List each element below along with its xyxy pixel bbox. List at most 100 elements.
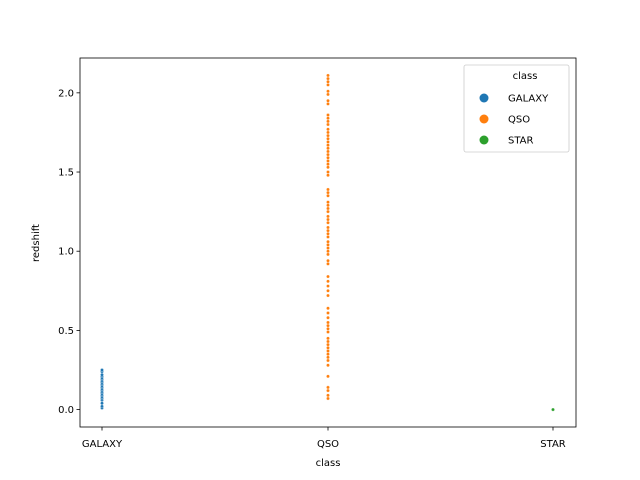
legend-marker-qso: [479, 114, 489, 124]
data-point-qso: [326, 200, 330, 204]
x-axis-title: class: [316, 458, 341, 469]
data-point-galaxy: [100, 404, 104, 409]
data-point-qso: [326, 228, 330, 233]
data-point-qso: [326, 214, 330, 219]
data-point-star: [551, 407, 555, 412]
data-point-qso: [326, 232, 330, 236]
data-point-qso: [326, 249, 330, 253]
data-point-qso: [326, 279, 330, 284]
data-point-qso: [326, 342, 330, 347]
data-point-qso: [326, 99, 330, 103]
data-point-qso: [326, 393, 330, 398]
data-point-qso: [326, 330, 330, 334]
data-point-qso: [326, 352, 330, 356]
data-point-qso: [326, 346, 330, 350]
y-tick-label: 0.0: [58, 405, 74, 416]
data-point-qso: [326, 220, 330, 225]
x-tick-label: QSO: [317, 439, 339, 450]
data-point-qso: [326, 258, 330, 263]
data-point-qso: [326, 149, 330, 154]
data-point-qso: [326, 396, 330, 401]
data-point-qso: [326, 323, 330, 328]
data-point-qso: [326, 173, 330, 177]
data-point-qso: [326, 187, 330, 192]
data-point-qso: [326, 143, 330, 147]
data-point-qso: [326, 209, 330, 214]
data-point-qso: [326, 92, 330, 97]
x-tick-label: STAR: [540, 439, 566, 450]
data-point-qso: [326, 116, 330, 120]
data-point-qso: [326, 119, 330, 124]
data-point-qso: [326, 225, 330, 230]
data-point-galaxy: [100, 368, 104, 372]
x-axis: GALAXY QSO STAR: [82, 427, 566, 450]
legend-label-qso: QSO: [508, 115, 530, 126]
data-points: [100, 73, 555, 412]
data-point-qso: [326, 355, 330, 360]
data-point-qso: [326, 140, 330, 144]
data-point-qso: [326, 194, 330, 198]
data-point-qso: [326, 156, 330, 160]
data-point-qso: [326, 133, 330, 138]
data-point-qso: [326, 289, 330, 293]
x-tick-label: GALAXY: [82, 439, 123, 450]
y-axis-title: redshift: [31, 224, 42, 262]
data-point-qso: [326, 374, 330, 379]
legend: class GALAXY QSO STAR: [463, 64, 570, 153]
y-axis: 0.0 0.5 1.0 1.5 2.0: [58, 88, 80, 416]
data-point-qso: [326, 239, 330, 244]
legend-label-galaxy: GALAXY: [508, 94, 549, 105]
y-tick-label: 1.5: [58, 168, 74, 179]
data-point-qso: [326, 311, 330, 315]
legend-frame: [463, 64, 570, 153]
data-point-qso: [326, 217, 330, 222]
data-point-qso: [326, 146, 330, 151]
data-point-qso: [326, 306, 330, 310]
data-point-qso: [326, 252, 330, 257]
data-point-qso: [326, 243, 330, 247]
data-point-qso: [326, 385, 330, 390]
data-point-qso: [326, 127, 330, 132]
data-point-qso: [326, 130, 330, 135]
data-point-qso: [326, 358, 330, 363]
data-point-qso: [326, 73, 330, 78]
data-point-qso: [326, 203, 330, 208]
y-tick-label: 0.5: [58, 326, 74, 337]
data-point-qso: [326, 349, 330, 353]
data-point-qso: [326, 293, 330, 298]
data-point-qso: [326, 170, 330, 174]
data-point-qso: [326, 339, 330, 344]
data-point-qso: [326, 336, 330, 341]
data-point-qso: [326, 102, 330, 106]
data-point-qso: [326, 159, 330, 163]
data-point-qso: [326, 152, 330, 157]
data-point-qso: [326, 363, 330, 367]
data-point-qso: [326, 83, 330, 87]
data-point-qso: [326, 235, 330, 239]
data-point-qso: [326, 246, 330, 250]
data-point-galaxy: [100, 401, 104, 405]
data-point-qso: [326, 165, 330, 170]
data-point-qso: [326, 206, 330, 211]
data-point-qso: [326, 80, 330, 84]
data-point-qso: [326, 137, 330, 141]
legend-title: class: [513, 71, 538, 82]
legend-label-star: STAR: [508, 136, 534, 147]
data-point-galaxy: [100, 372, 104, 377]
data-point-qso: [326, 89, 330, 94]
data-point-qso: [326, 262, 330, 266]
y-tick-label: 1.0: [58, 247, 74, 258]
data-point-qso: [326, 122, 330, 127]
data-point-qso: [326, 315, 330, 320]
data-point-qso: [326, 388, 330, 393]
legend-marker-galaxy: [479, 93, 489, 103]
data-point-qso: [326, 274, 330, 279]
legend-marker-star: [479, 135, 489, 145]
data-point-qso: [326, 76, 330, 81]
data-point-qso: [326, 113, 330, 117]
data-point-qso: [326, 320, 330, 325]
data-point-qso: [326, 162, 330, 166]
data-point-qso: [326, 284, 330, 288]
data-point-qso: [326, 190, 330, 195]
